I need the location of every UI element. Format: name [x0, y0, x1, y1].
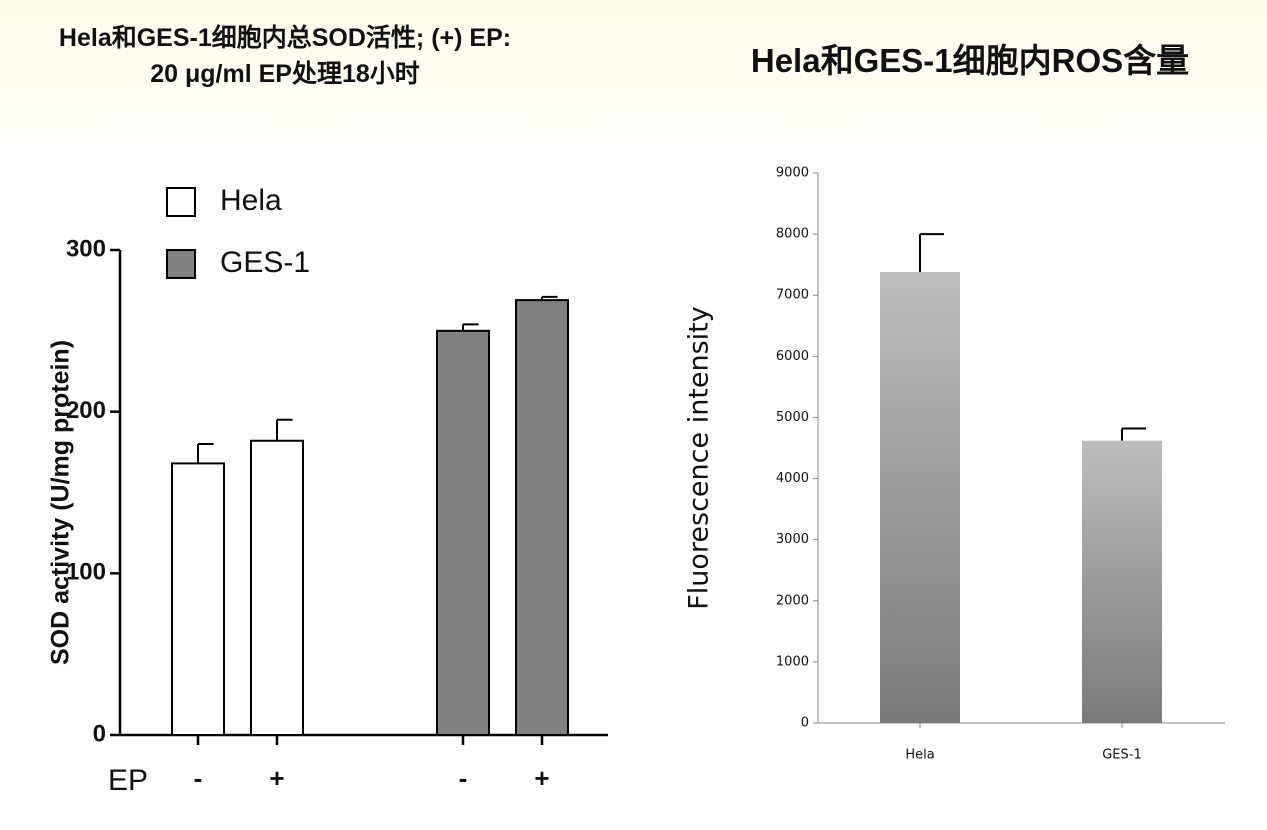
bar	[171, 462, 225, 736]
legend-label: GES-1	[220, 246, 310, 279]
y-tick-label: 2000	[776, 593, 809, 608]
chart-title: Hela和GES-1细胞内总SOD活性; (+) EP: 20 μg/ml EP…	[58, 24, 512, 88]
y-tick-label: 100	[66, 559, 106, 586]
y-tick-label: 1000	[776, 654, 809, 669]
x-tick-label: +	[269, 763, 284, 793]
x-axis-label: EP	[108, 764, 148, 797]
x-tick-label: +	[534, 763, 549, 793]
y-axis-label: Fluorescence intensity	[684, 306, 715, 610]
y-tick-label: 4000	[776, 471, 809, 486]
x-tick-label: GES-1	[1102, 748, 1142, 763]
x-tick-label: -	[194, 763, 203, 793]
legend-swatch	[166, 187, 196, 217]
bar	[250, 439, 304, 736]
y-tick-label: 8000	[776, 227, 809, 242]
y-tick-label: 9000	[776, 166, 809, 181]
bar	[1082, 440, 1162, 723]
y-tick-label: 7000	[776, 288, 809, 303]
y-tick-label: 300	[66, 235, 106, 262]
legend-label: Hela	[220, 184, 282, 217]
chart-title: Hela和GES-1细胞内ROS含量	[750, 42, 1190, 79]
y-tick-label: 3000	[776, 532, 809, 547]
bar	[436, 329, 490, 736]
y-tick-label: 0	[801, 716, 809, 731]
bar	[880, 272, 960, 723]
x-tick-label: -	[459, 763, 468, 793]
y-tick-label: 0	[93, 720, 106, 747]
bar	[515, 299, 569, 736]
y-tick-label: 6000	[776, 349, 809, 364]
y-tick-label: 200	[66, 397, 106, 424]
y-axis-label: SOD activity (U/mg protein)	[47, 340, 75, 665]
x-tick-label: Hela	[905, 748, 934, 763]
y-tick-label: 5000	[776, 410, 809, 425]
legend-swatch	[166, 249, 196, 279]
